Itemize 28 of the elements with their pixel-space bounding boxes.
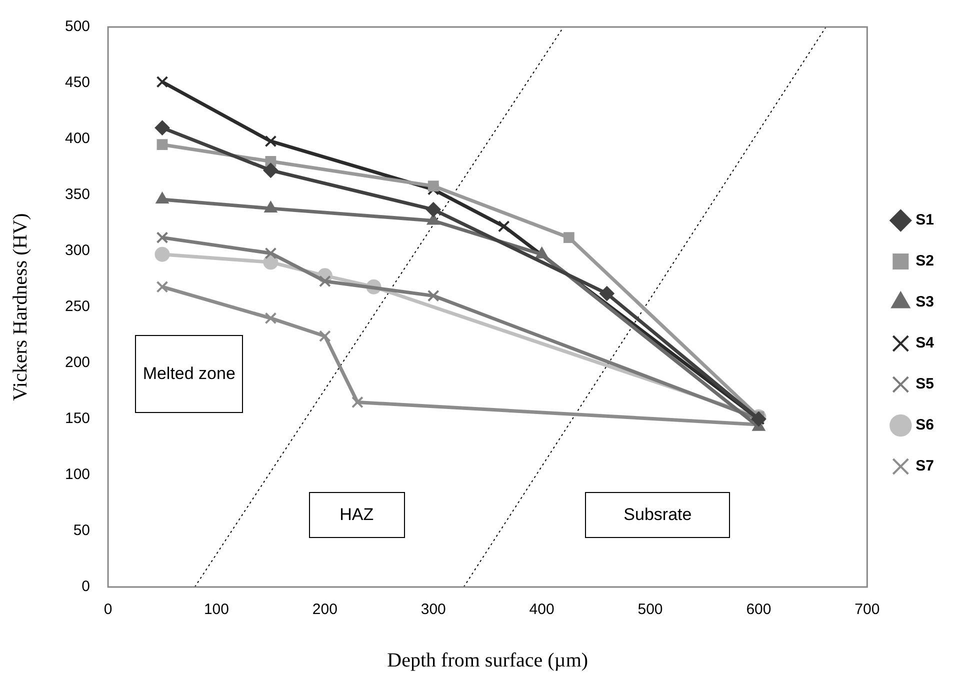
y-tick-label: 500 xyxy=(64,18,90,36)
y-tick-label: 400 xyxy=(64,130,90,148)
y-tick-label: 300 xyxy=(64,242,90,260)
x-axis-title: Depth from surface (µm) xyxy=(387,649,588,672)
x-tick-label: 300 xyxy=(420,601,446,618)
legend-label: S2 xyxy=(916,252,934,270)
x-tick-label: 200 xyxy=(312,601,338,618)
x-tick-label: 600 xyxy=(746,601,772,618)
y-tick-label: 450 xyxy=(64,74,90,92)
y-tick-label: 0 xyxy=(82,578,90,596)
legend-label: S1 xyxy=(916,212,934,229)
x-tick-label: 0 xyxy=(104,601,112,618)
y-tick-label: 250 xyxy=(64,298,90,316)
legend-label: S6 xyxy=(916,416,934,434)
legend-label: S3 xyxy=(916,294,934,311)
y-axis-title: Vickers Hardness (HV) xyxy=(9,213,32,401)
x-tick-label: 500 xyxy=(638,601,663,618)
y-tick-label: 200 xyxy=(64,354,90,372)
x-tick-label: 400 xyxy=(529,601,554,618)
y-tick-label: 150 xyxy=(64,410,90,428)
legend-label: S5 xyxy=(916,376,934,393)
y-tick-label: 350 xyxy=(64,186,90,204)
x-tick-label: 700 xyxy=(854,601,880,618)
y-tick-label: 50 xyxy=(73,522,90,540)
legend-label: S7 xyxy=(916,458,934,475)
legend-label: S4 xyxy=(916,334,935,352)
y-tick-label: 100 xyxy=(64,466,90,484)
x-tick-label: 100 xyxy=(204,601,229,618)
